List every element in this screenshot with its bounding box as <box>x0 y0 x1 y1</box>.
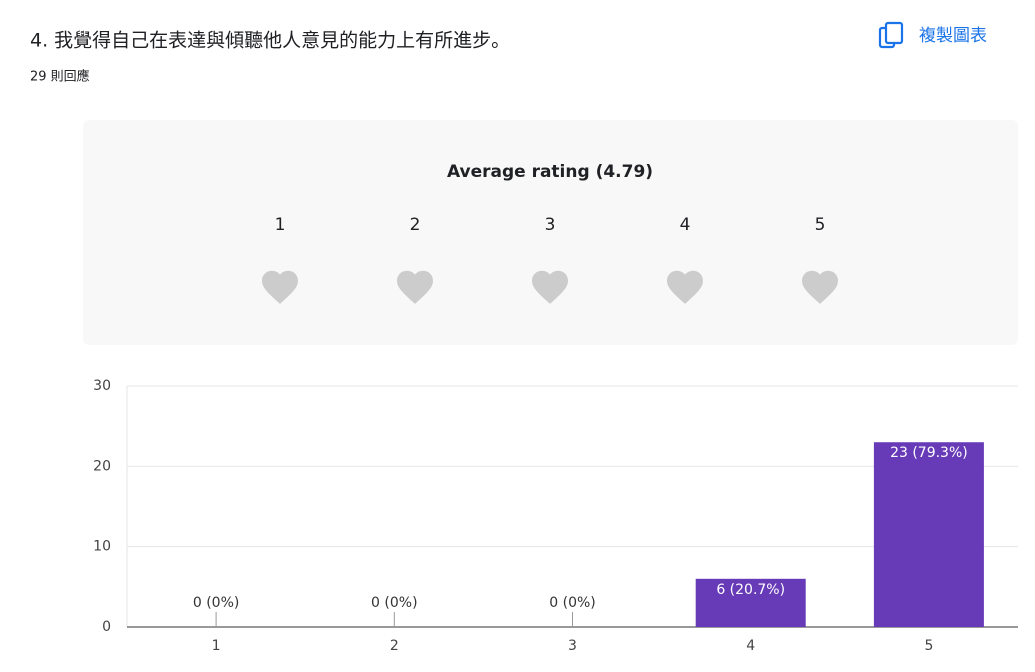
copy-chart-label[interactable]: 複製圖表 <box>919 26 987 46</box>
x-tick-label: 4 <box>746 638 755 654</box>
value-label: 0 (0%) <box>193 595 240 611</box>
x-tick-label: 1 <box>212 638 221 654</box>
rating-scale-label: 5 <box>815 215 826 235</box>
heart-empty <box>667 270 703 304</box>
value-label: 0 (0%) <box>371 595 418 611</box>
rating-title: Average rating (4.79) <box>447 162 653 182</box>
x-tick-label: 2 <box>390 638 399 654</box>
y-tick-label: 10 <box>93 539 111 555</box>
response-count: 29 則回應 <box>30 69 90 85</box>
y-tick-label: 0 <box>102 619 111 635</box>
question-title: 4. 我覺得自己在表達與傾聽他人意見的能力上有所進步。 <box>30 30 510 52</box>
rating-scale-label: 4 <box>680 215 691 235</box>
rating-panel <box>83 120 1018 345</box>
rating-scale-label: 1 <box>275 215 286 235</box>
x-tick-label: 3 <box>568 638 577 654</box>
value-label: 6 (20.7%) <box>716 582 785 598</box>
x-tick-label: 5 <box>924 638 933 654</box>
heart-empty <box>262 270 298 304</box>
heart-empty <box>397 270 433 304</box>
heart-empty <box>532 270 568 304</box>
value-label: 23 (79.3%) <box>890 445 968 461</box>
copy-chart-button[interactable]: 複製圖表 <box>878 21 987 49</box>
copy-icon-front <box>884 21 904 45</box>
heart-empty <box>802 270 838 304</box>
rating-scale-label: 2 <box>410 215 421 235</box>
bar <box>695 578 806 627</box>
value-label: 0 (0%) <box>549 595 596 611</box>
rating-scale-label: 3 <box>545 215 556 235</box>
y-tick-label: 20 <box>93 458 111 474</box>
bar <box>873 442 984 627</box>
y-tick-label: 30 <box>93 378 111 394</box>
